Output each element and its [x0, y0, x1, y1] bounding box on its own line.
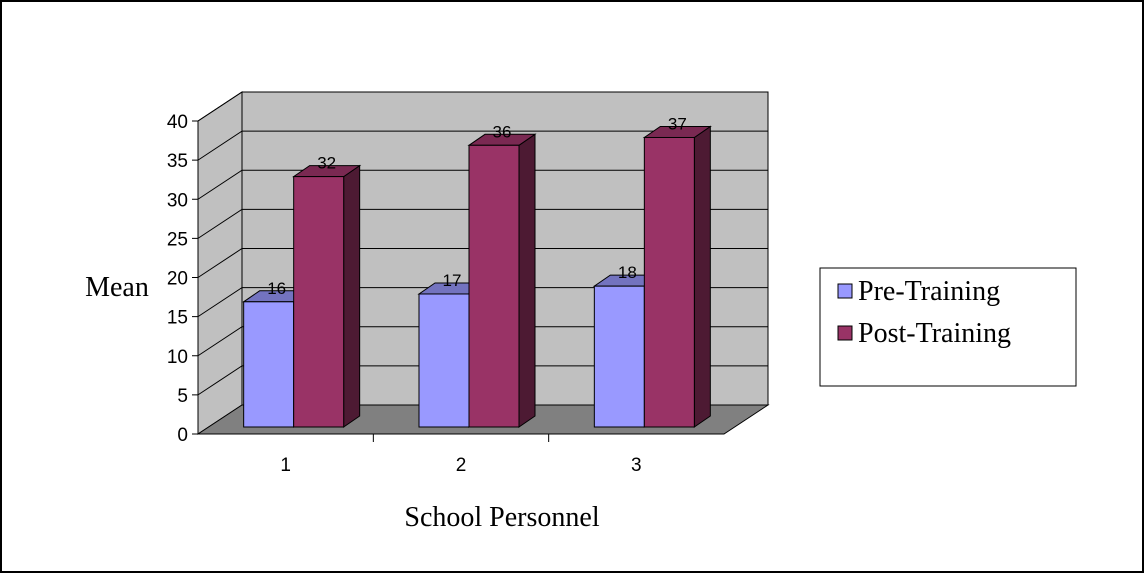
bar — [243, 301, 295, 428]
legend-swatch — [837, 283, 853, 299]
legend-swatch — [837, 325, 853, 341]
legend-label: Pre-Training — [858, 276, 1000, 307]
y-tick-label: 10 — [167, 347, 188, 368]
x-axis-title: School Personnel — [404, 502, 599, 533]
bar — [593, 285, 645, 428]
legend — [819, 267, 1077, 387]
data-label: 37 — [668, 114, 687, 133]
y-tick-label: 30 — [167, 190, 188, 211]
y-tick-label: 15 — [167, 308, 188, 329]
bar-side — [343, 164, 361, 428]
y-tick-label: 5 — [177, 386, 188, 407]
bar-side — [518, 133, 536, 428]
data-label: 36 — [493, 122, 512, 141]
y-tick-label: 20 — [167, 269, 188, 290]
y-axis-title: Mean — [85, 272, 149, 303]
bar — [643, 136, 695, 428]
y-tick-label: 35 — [167, 151, 188, 172]
data-label: 32 — [317, 154, 336, 173]
y-tick-label: 25 — [167, 229, 188, 250]
y-tick-label: 0 — [177, 425, 188, 446]
gridline — [197, 208, 768, 239]
x-tick-label: 1 — [280, 455, 291, 476]
bar-side — [693, 125, 711, 428]
gridline — [197, 169, 768, 200]
bar — [293, 176, 345, 428]
bar — [468, 144, 520, 428]
x-tick-label: 3 — [631, 455, 642, 476]
data-label: 16 — [267, 279, 286, 298]
x-tick-label: 2 — [456, 455, 467, 476]
y-tick-label: 40 — [167, 112, 188, 133]
data-label: 17 — [443, 271, 462, 290]
gridline — [197, 287, 768, 318]
gridline — [197, 365, 768, 396]
gridline — [197, 91, 768, 122]
gridline — [197, 130, 768, 161]
bar — [418, 293, 470, 428]
data-label: 18 — [618, 263, 637, 282]
gridline — [197, 326, 768, 357]
legend-label: Post-Training — [858, 318, 1011, 349]
gridline — [197, 248, 768, 278]
